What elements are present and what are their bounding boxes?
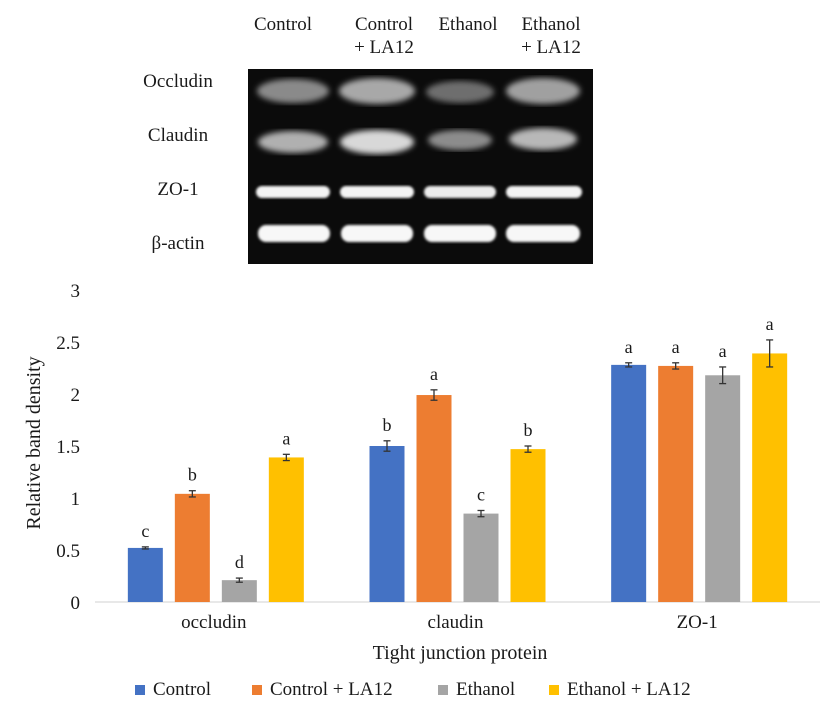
row-label-occludin: Occludin [143, 71, 213, 92]
band-actin-control [258, 225, 330, 242]
legend-swatch-control [135, 685, 145, 695]
bars: c b d a b a c b a a a a [127, 314, 788, 602]
lane-label-ethanol-la12: Ethanol + LA12 [521, 14, 581, 58]
band-claudin-ethanol [428, 130, 492, 150]
x-axis-label: Tight junction protein [373, 642, 548, 664]
bar [369, 446, 405, 602]
bar [463, 513, 499, 602]
significance-label: b [188, 465, 197, 485]
y-tick-label: 2 [71, 385, 81, 406]
legend-item-control: Control [135, 675, 211, 705]
bar [174, 493, 210, 602]
bar [658, 365, 694, 602]
significance-label: a [672, 337, 680, 357]
band-zo1-control [256, 186, 330, 198]
lane-label-control-la12: Control + LA12 [354, 14, 414, 58]
legend-item-ethanol: Ethanol [438, 675, 515, 705]
significance-label: a [430, 364, 438, 384]
legend: Control Control + LA12 Ethanol Ethanol +… [0, 675, 827, 705]
bar [416, 395, 452, 602]
y-tick-label: 2.5 [56, 333, 80, 354]
lane-label-control: Control [253, 14, 313, 35]
legend-label-control-la12: Control + LA12 [270, 679, 393, 700]
band-zo1-ethanol-la12 [506, 186, 582, 198]
y-tick-label: 0 [71, 593, 81, 614]
x-tick-label: claudin [428, 612, 484, 633]
band-actin-ethanol-la12 [506, 225, 580, 242]
band-actin-control-la12 [341, 225, 413, 242]
legend-label-ethanol-la12: Ethanol + LA12 [567, 679, 691, 700]
bar-chart: 0 0.5 1 1.5 2 2.5 3 c b d a b a c b a a a a occludin claud… [23, 281, 820, 664]
significance-label: d [235, 552, 244, 572]
bar [268, 457, 304, 602]
gel-image [248, 69, 593, 264]
significance-label: a [282, 428, 290, 448]
y-tick-label: 1 [71, 489, 81, 510]
legend-swatch-ethanol-la12 [549, 685, 559, 695]
row-label-claudin: Claudin [147, 125, 209, 146]
row-label-beta-actin: β-actin [151, 233, 205, 254]
band-occludin-ethanol-la12 [506, 78, 580, 104]
category-labels: occludin claudin ZO-1 [181, 612, 718, 633]
y-tick-label: 1.5 [56, 437, 80, 458]
legend-label-ethanol: Ethanol [456, 679, 516, 700]
x-tick-label: occludin [181, 612, 247, 633]
band-claudin-control [258, 131, 328, 153]
bar [510, 449, 546, 602]
bar [705, 375, 741, 602]
band-claudin-control-la12 [340, 130, 414, 154]
significance-label: a [766, 314, 774, 334]
lane-label-ethanol: Ethanol [438, 14, 498, 35]
significance-label: b [524, 420, 533, 440]
legend-item-ethanol-la12: Ethanol + LA12 [549, 675, 691, 705]
band-actin-ethanol [424, 225, 496, 242]
band-occludin-control-la12 [339, 78, 415, 104]
x-tick-label: ZO-1 [677, 612, 718, 633]
band-claudin-ethanol-la12 [509, 128, 577, 150]
significance-label: b [383, 415, 392, 435]
legend-swatch-control-la12 [252, 685, 262, 695]
row-label-zo1: ZO-1 [157, 179, 199, 200]
band-zo1-ethanol [424, 186, 496, 198]
y-tick-label: 0.5 [56, 541, 80, 562]
y-axis-label: Relative band density [23, 356, 45, 529]
y-axis: 0 0.5 1 1.5 2 2.5 3 [56, 281, 820, 614]
bar [221, 580, 257, 602]
significance-label: c [141, 521, 149, 541]
legend-item-control-la12: Control + LA12 [252, 675, 393, 705]
significance-label: a [719, 341, 727, 361]
significance-label: c [477, 484, 485, 504]
significance-label: a [625, 337, 633, 357]
band-occludin-ethanol [426, 81, 494, 103]
legend-label-control: Control [153, 679, 212, 700]
band-occludin-control [257, 79, 329, 103]
y-tick-label: 3 [71, 281, 81, 302]
band-zo1-control-la12 [340, 186, 414, 198]
gel-bands [256, 78, 582, 242]
bar [127, 547, 163, 602]
bar [611, 364, 647, 602]
legend-swatch-ethanol [438, 685, 448, 695]
bar [752, 353, 788, 602]
